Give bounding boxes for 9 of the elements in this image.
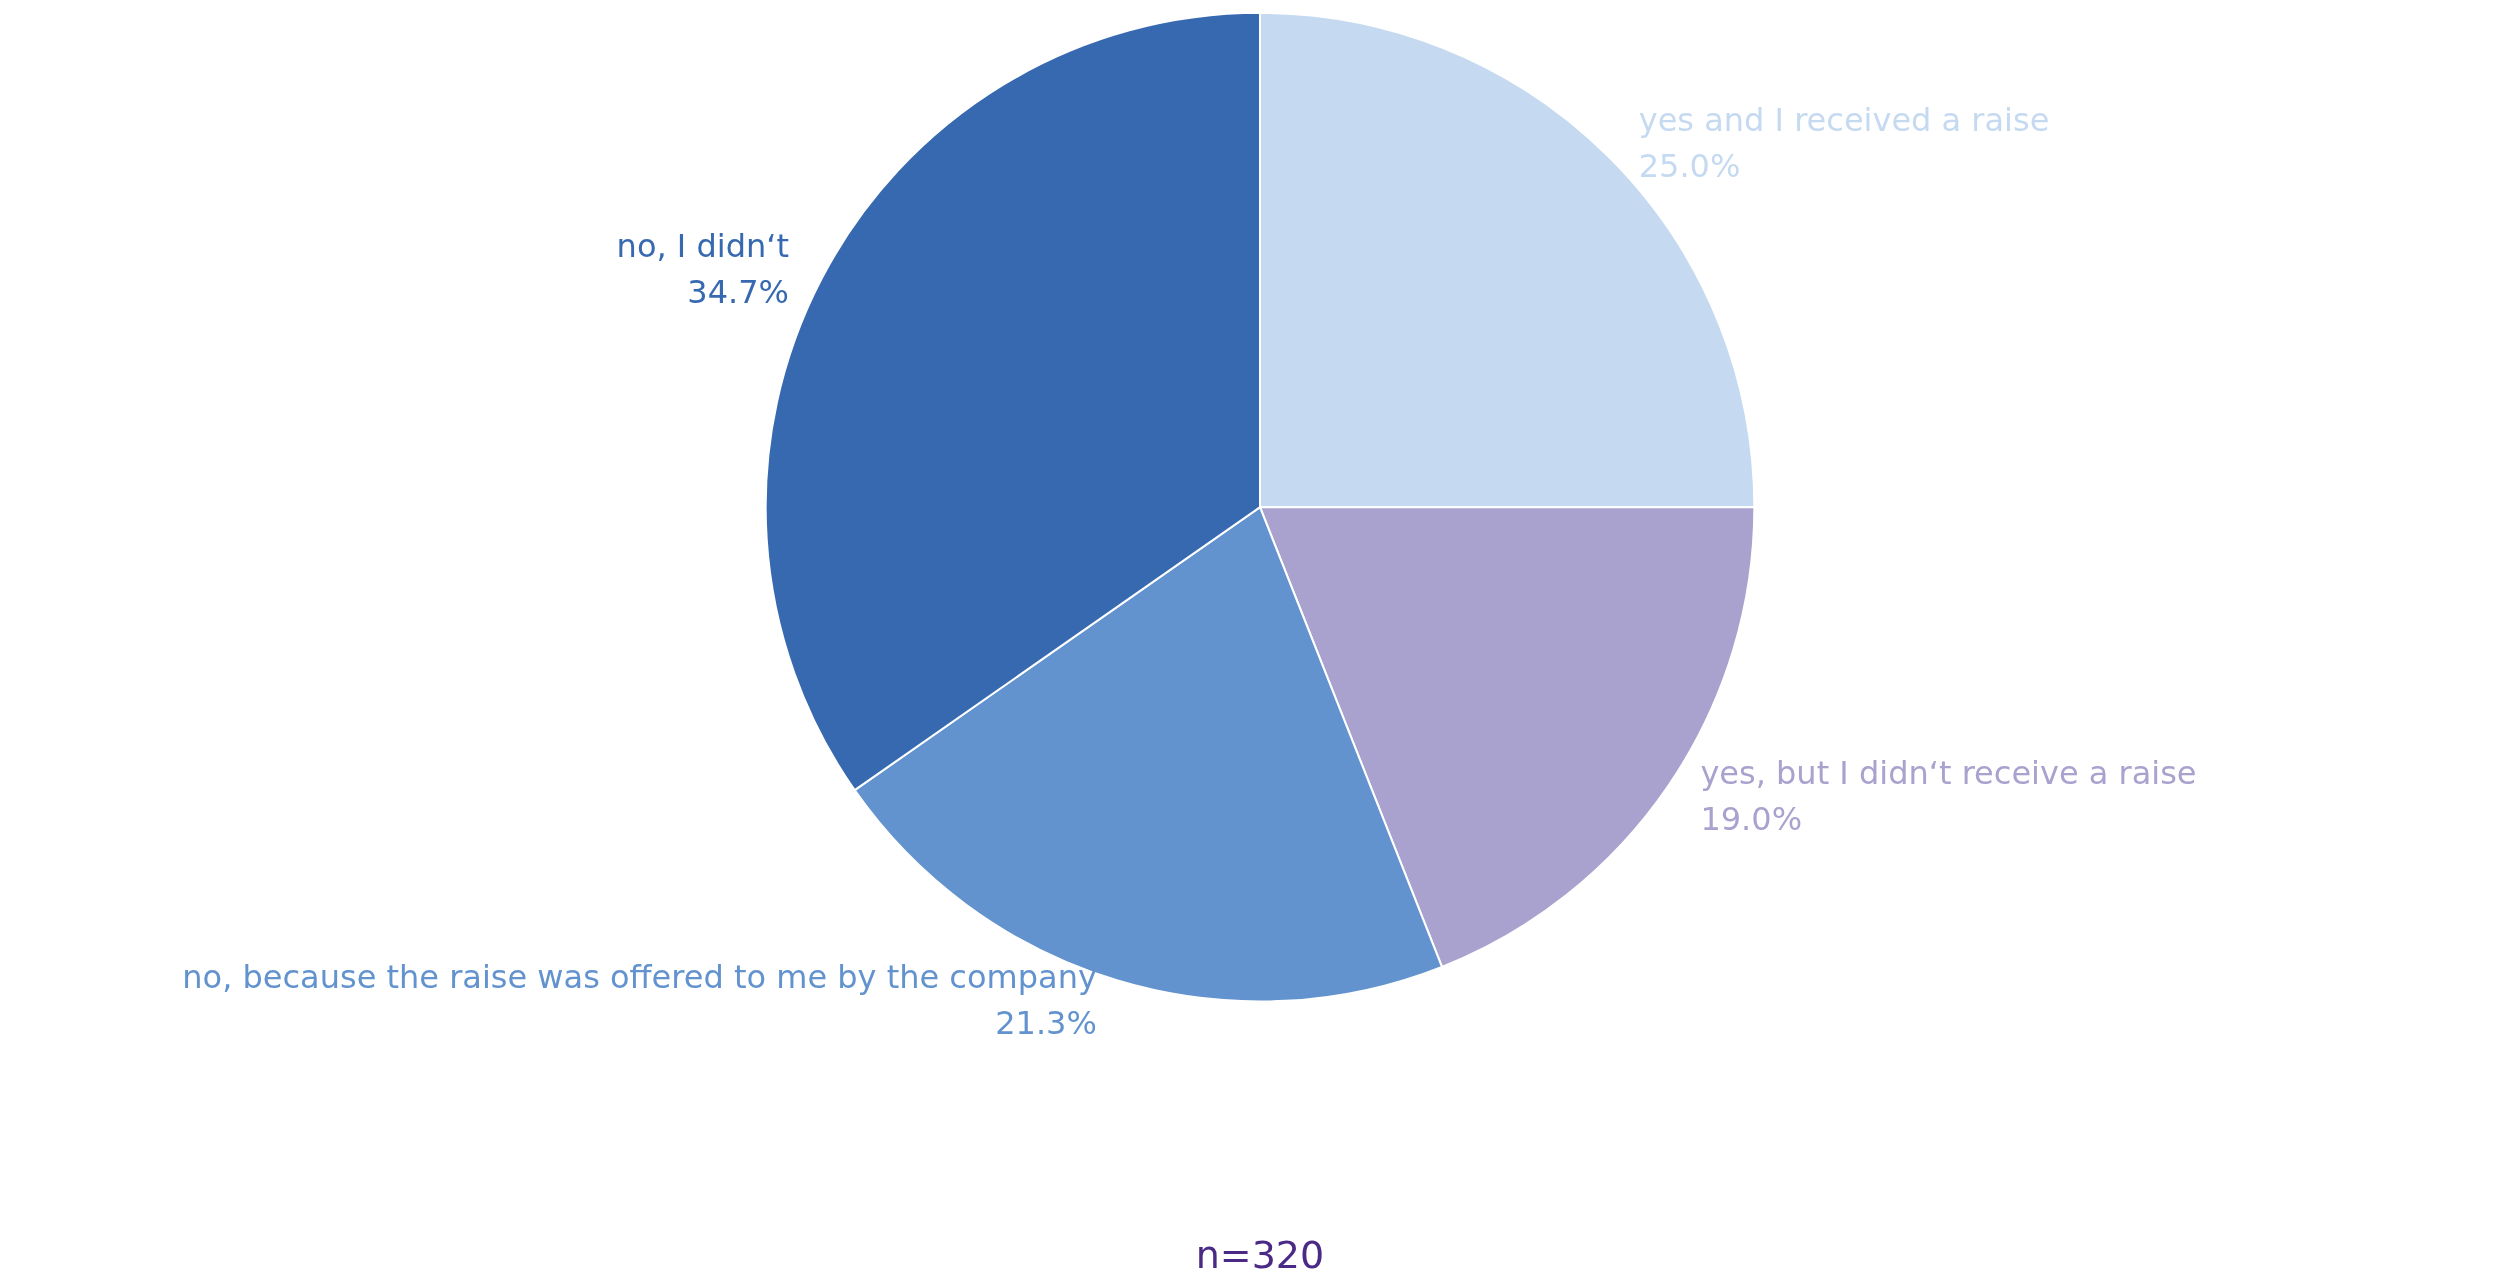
slice-label: yes, but I didn‘t receive a raise bbox=[1700, 754, 2197, 793]
data-label: 25.0% bbox=[1638, 147, 1741, 186]
data-label: 19.0% bbox=[1700, 800, 1803, 839]
text: n=320 bbox=[1195, 1233, 1325, 1277]
slice-label: no, I didn‘t bbox=[616, 227, 789, 266]
data-label: 34.7% bbox=[687, 273, 789, 312]
slice-label: no, because the raise was offered to me by the company bbox=[182, 957, 1097, 996]
data-label: 21.3% bbox=[995, 1003, 1097, 1042]
slice-label: yes and I received a raise bbox=[1638, 101, 2050, 140]
